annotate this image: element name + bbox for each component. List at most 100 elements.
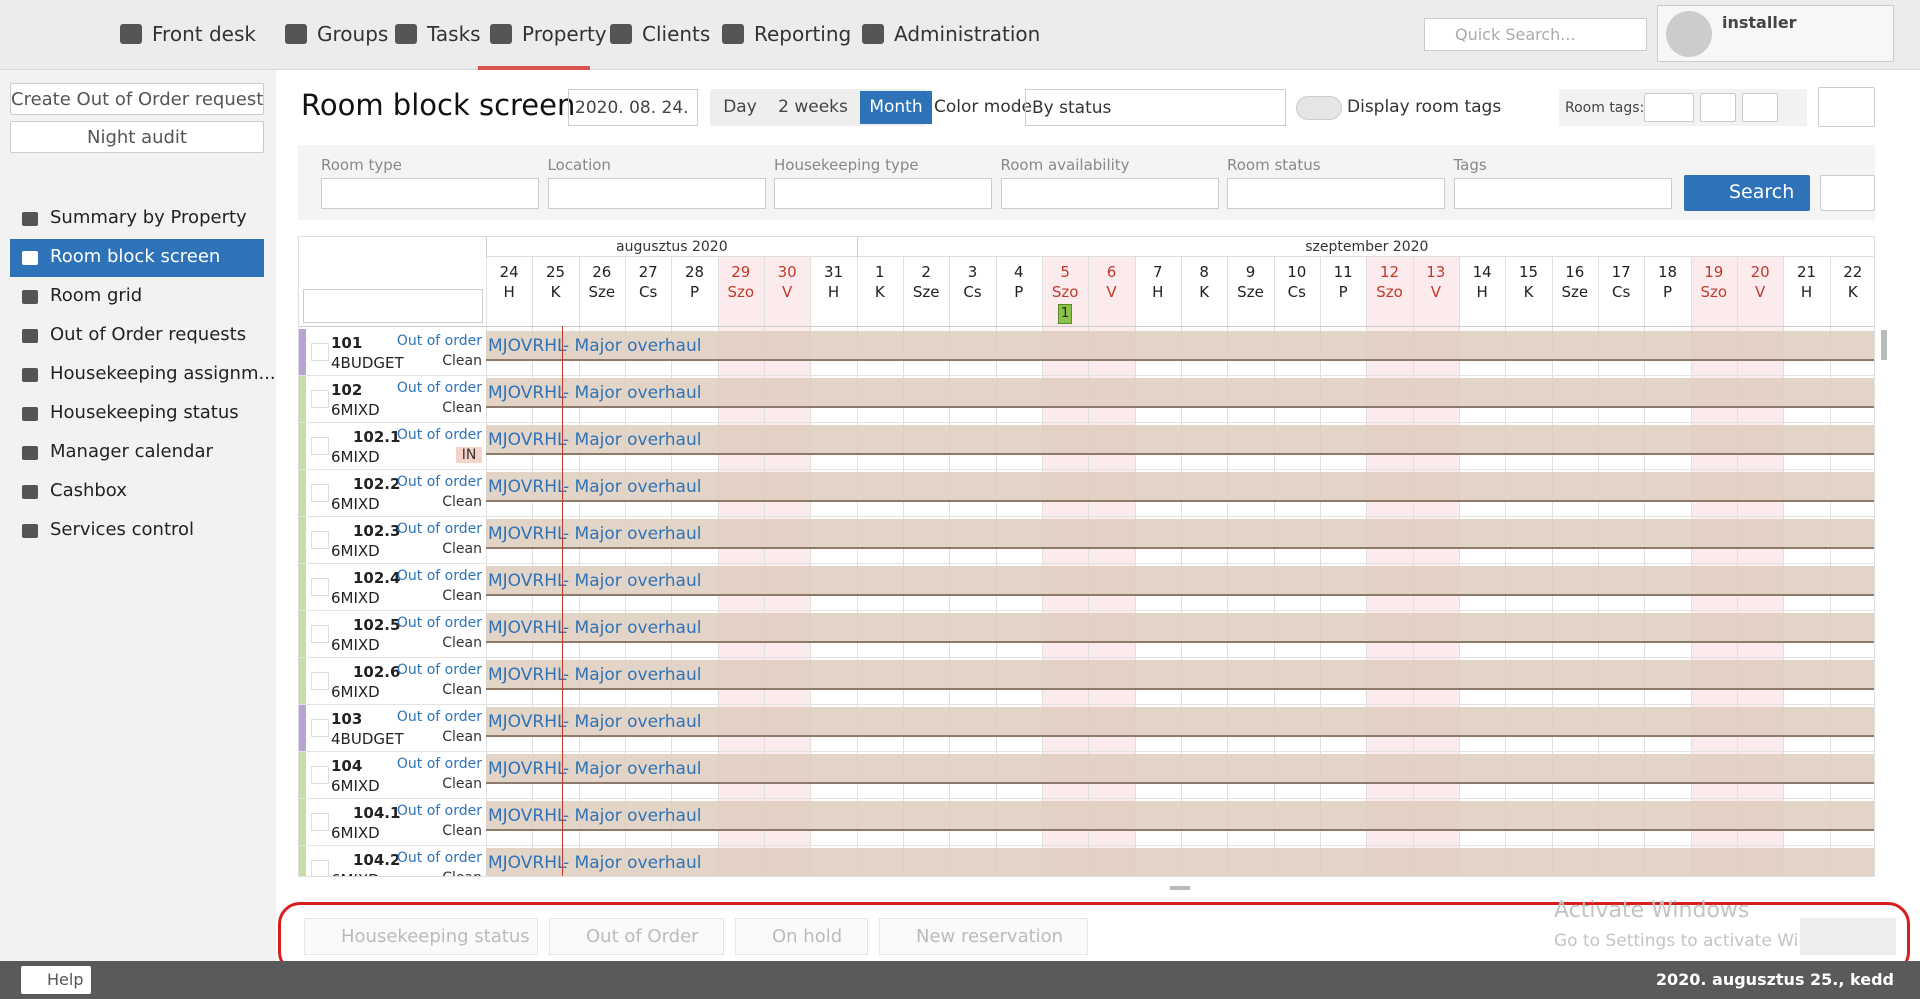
filter-input[interactable]	[321, 178, 539, 209]
room-checkbox[interactable]	[311, 484, 329, 502]
room-status: Out of order	[396, 803, 482, 819]
sidebar-item[interactable]: Out of Order requests	[50, 324, 247, 345]
view-button[interactable]: Day	[723, 97, 757, 117]
filter-label: Room status	[1227, 156, 1321, 174]
view-button[interactable]: 2 weeks	[778, 97, 848, 117]
weekday: Sze	[588, 283, 616, 301]
date-input[interactable]: 2020. 08. 24.	[568, 89, 698, 126]
room-checkbox[interactable]	[311, 719, 329, 737]
filter-input[interactable]	[1227, 178, 1445, 209]
tag-button[interactable]	[1644, 93, 1694, 122]
sidebar-item[interactable]: Room block screen	[50, 246, 221, 267]
filter-input[interactable]	[1000, 178, 1219, 209]
block-bar[interactable]	[486, 566, 1874, 596]
filter-input[interactable]	[1453, 178, 1672, 209]
nav-icon[interactable]	[490, 24, 512, 44]
nav-icon[interactable]	[722, 24, 744, 44]
room-status: Out of order	[396, 568, 482, 584]
nav-item[interactable]: Reporting	[754, 22, 852, 46]
room-checkbox[interactable]	[311, 625, 329, 643]
block-bar[interactable]	[486, 472, 1874, 502]
block-bar[interactable]	[486, 425, 1874, 455]
sidebar-item[interactable]: Cashbox	[50, 480, 127, 501]
sidebar-button[interactable]: Night audit	[10, 121, 264, 153]
room-number: 102.5	[353, 616, 401, 634]
room-checkbox[interactable]	[311, 672, 329, 690]
action-button[interactable]: Housekeeping status	[304, 918, 538, 955]
room-checkbox[interactable]	[311, 390, 329, 408]
list-view-buttons[interactable]	[1800, 918, 1896, 955]
toggle[interactable]	[1296, 96, 1342, 120]
day-number: 25	[545, 263, 566, 281]
nav-icon[interactable]	[395, 24, 417, 44]
sidebar-item[interactable]: Room grid	[50, 285, 143, 306]
sidebar-item[interactable]: Services control	[50, 519, 195, 540]
block-name: - Major overhaul	[563, 336, 702, 356]
day-number: 29	[731, 263, 751, 281]
color-mode-select[interactable]: By status	[1025, 89, 1286, 126]
block-bar[interactable]	[486, 848, 1874, 876]
filter-input[interactable]	[547, 178, 766, 209]
nav-icon[interactable]	[862, 24, 884, 44]
block-bar[interactable]	[486, 754, 1874, 784]
tag-button[interactable]	[1742, 93, 1778, 122]
block-code: MJOVRHL	[488, 853, 567, 873]
room-checkbox[interactable]	[311, 437, 329, 455]
block-bar[interactable]	[486, 707, 1874, 737]
sidebar-item[interactable]: Manager calendar	[50, 441, 213, 462]
sidebar-item[interactable]: Housekeeping status	[50, 402, 239, 423]
nav-icon[interactable]	[120, 24, 142, 44]
room-status: Out of order	[396, 850, 482, 866]
weekday: K	[1523, 283, 1534, 301]
nav-item[interactable]: Front desk	[152, 22, 256, 46]
search-button[interactable]: Search	[1684, 175, 1810, 211]
filter-input[interactable]	[774, 178, 992, 209]
block-bar[interactable]	[486, 331, 1874, 361]
nav-item[interactable]: Administration	[894, 22, 1041, 46]
footer-date: 2020. augusztus 25., kedd	[1655, 970, 1894, 989]
expand-button[interactable]	[1818, 87, 1875, 127]
weekday: Sze	[912, 283, 940, 301]
filter-label: Tags	[1453, 156, 1487, 174]
block-bar[interactable]	[486, 378, 1874, 408]
clear-button[interactable]	[1820, 175, 1875, 211]
nav-item[interactable]: Tasks	[427, 22, 481, 46]
room-hk: Clean	[442, 776, 482, 792]
nav-icon[interactable]	[610, 24, 632, 44]
room-checkbox[interactable]	[311, 531, 329, 549]
action-button[interactable]: New reservation	[879, 918, 1088, 955]
row-line	[299, 845, 1874, 846]
nav-item[interactable]: Property	[522, 22, 607, 46]
tag-button[interactable]	[1700, 93, 1736, 122]
nav-icon[interactable]	[285, 24, 307, 44]
action-button[interactable]: Out of Order	[549, 918, 724, 955]
nav-item[interactable]: Groups	[317, 22, 389, 46]
view-button[interactable]: Month	[860, 91, 932, 124]
sidebar-button[interactable]: Create Out of Order request	[10, 83, 264, 115]
room-checkbox[interactable]	[311, 860, 329, 876]
day-number: 31	[823, 263, 844, 281]
sidebar-item[interactable]: Summary by Property	[50, 207, 247, 228]
filter-box[interactable]	[303, 289, 483, 323]
room-status: Out of order	[396, 662, 482, 678]
block-name: - Major overhaul	[563, 383, 702, 403]
nav-item[interactable]: Clients	[642, 22, 711, 46]
action-button[interactable]: On hold	[735, 918, 868, 955]
block-bar[interactable]	[486, 613, 1874, 643]
room-checkbox[interactable]	[311, 813, 329, 831]
room-hk: Clean	[442, 729, 482, 745]
weekday: Cs	[639, 283, 658, 301]
block-bar[interactable]	[486, 801, 1874, 831]
room-checkbox[interactable]	[311, 343, 329, 361]
help-button[interactable]: Help	[21, 966, 91, 994]
day-number: 27	[638, 263, 658, 281]
quick-search[interactable]: Quick Search...	[1424, 18, 1647, 51]
room-color	[299, 376, 306, 423]
block-bar[interactable]	[486, 519, 1874, 549]
room-checkbox[interactable]	[311, 766, 329, 784]
room-checkbox[interactable]	[311, 578, 329, 596]
day-number: 7	[1153, 263, 1163, 281]
block-bar[interactable]	[486, 660, 1874, 690]
sidebar-item[interactable]: Housekeeping assignm...	[50, 363, 276, 384]
display-tags-label: Display room tags	[1347, 97, 1502, 117]
